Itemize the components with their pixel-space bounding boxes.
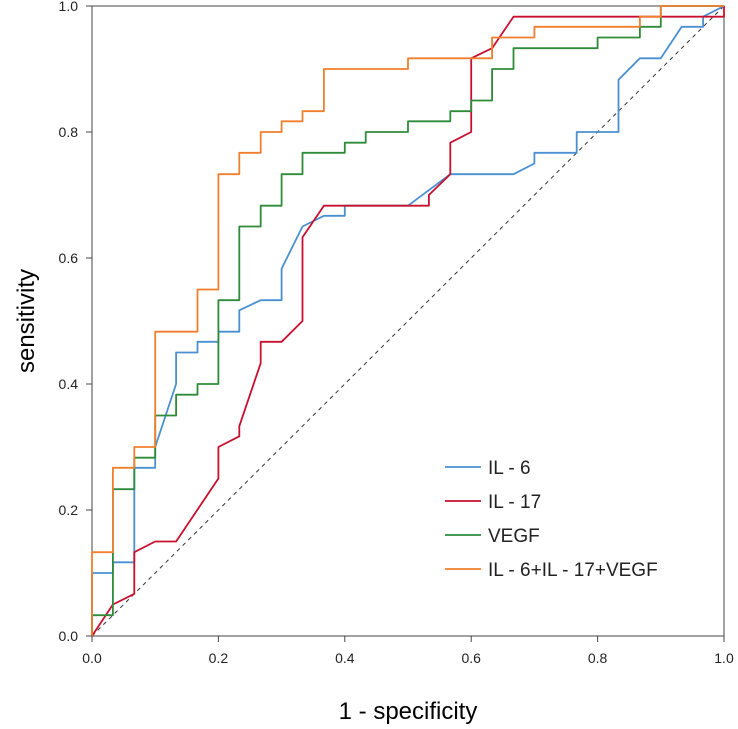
x-tick-label: 0.6 xyxy=(461,650,481,666)
y-axis: 0.0 0.2 0.4 0.6 0.8 1.0 xyxy=(59,0,92,644)
x-axis-title: 1 - specificity xyxy=(339,698,478,725)
plot-area xyxy=(91,5,725,637)
legend: IL - 6 IL - 17 VEGF IL - 6+IL - 17+VEGF xyxy=(445,458,658,581)
x-axis: 0.0 0.2 0.4 0.6 0.8 1.0 xyxy=(82,636,734,666)
x-tick-label: 0.2 xyxy=(209,650,229,666)
legend-label: IL - 6 xyxy=(488,458,531,479)
y-tick-label: 0.4 xyxy=(59,376,79,392)
y-axis-title: sensitivity xyxy=(13,269,40,373)
y-tick-label: 0.2 xyxy=(59,502,79,518)
y-tick-label: 0.0 xyxy=(59,628,79,644)
series-layer xyxy=(91,5,725,637)
legend-label: VEGF xyxy=(488,526,540,547)
series-line-1 xyxy=(91,5,725,636)
x-tick-label: 0.0 xyxy=(82,650,102,666)
y-tick-label: 0.6 xyxy=(59,250,79,266)
series-line-2 xyxy=(91,6,725,637)
x-tick-label: 0.8 xyxy=(588,650,608,666)
x-tick-label: 1.0 xyxy=(714,650,734,666)
x-tick-label: 0.4 xyxy=(335,650,355,666)
legend-label: IL - 17 xyxy=(488,492,541,513)
y-tick-label: 0.8 xyxy=(59,124,79,140)
series-line-4 xyxy=(91,5,724,636)
legend-label: IL - 6+IL - 17+VEGF xyxy=(488,560,658,581)
reference-diagonal xyxy=(91,5,725,637)
y-tick-label: 1.0 xyxy=(59,0,79,14)
